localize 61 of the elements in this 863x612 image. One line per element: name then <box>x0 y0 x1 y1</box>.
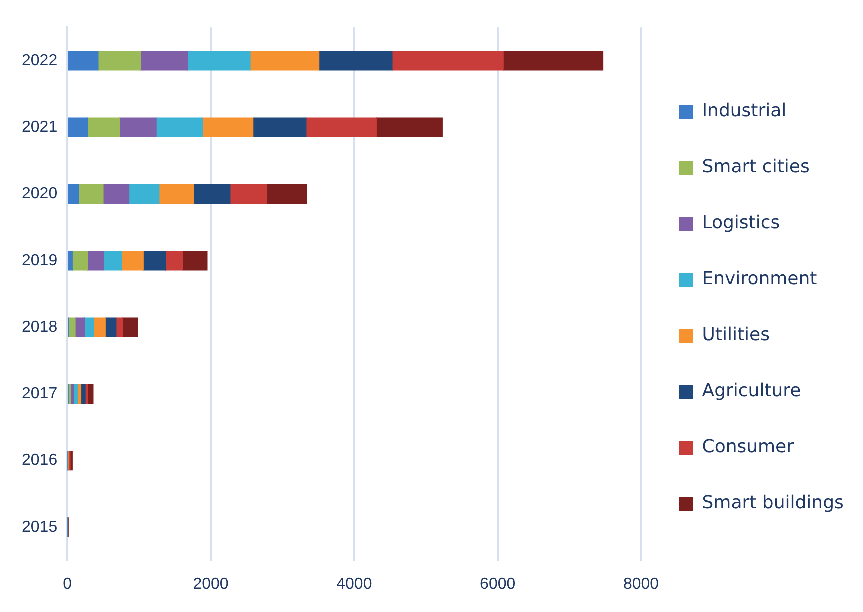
x-tick-label: 4000 <box>336 576 372 593</box>
bar <box>87 251 104 271</box>
bar <box>75 318 86 338</box>
bar <box>72 251 88 271</box>
bar <box>376 118 443 138</box>
x-tick-label: 8000 <box>623 576 660 593</box>
bar <box>80 384 86 404</box>
y-tick-label: 2017 <box>22 386 58 403</box>
bar <box>103 184 130 204</box>
y-tick-label: 2016 <box>22 452 58 470</box>
y-tick-label: 2019 <box>22 252 58 270</box>
bar <box>250 51 320 71</box>
bar <box>140 51 188 71</box>
bar <box>156 118 204 138</box>
legend-label: Smart buildings <box>702 492 844 514</box>
legend-label: Agriculture <box>702 380 802 402</box>
bar <box>193 184 231 204</box>
x-tick-label: 2000 <box>193 576 229 593</box>
legend-label: Environment <box>702 268 818 290</box>
bar <box>120 118 157 138</box>
bar <box>188 51 251 71</box>
bar <box>503 51 604 71</box>
bar <box>306 118 377 138</box>
x-tick-label: 6000 <box>480 576 516 593</box>
bar <box>87 118 120 138</box>
bar <box>122 318 138 338</box>
bar <box>159 184 194 204</box>
y-tick-label: 2018 <box>22 318 58 336</box>
bar <box>68 51 99 71</box>
y-tick-label: 2021 <box>22 118 58 136</box>
bar <box>105 318 117 338</box>
bar <box>230 184 268 204</box>
bar <box>166 251 184 271</box>
bar <box>68 184 80 204</box>
bar <box>182 251 208 271</box>
bar <box>266 184 308 204</box>
bar <box>143 251 166 271</box>
bar <box>104 251 122 271</box>
legend-label: Utilities <box>702 324 770 346</box>
bar <box>128 184 160 204</box>
bar <box>98 51 142 71</box>
bar <box>94 318 106 338</box>
bar <box>202 118 254 138</box>
legend-label: Industrial <box>702 100 787 122</box>
bar <box>318 51 393 71</box>
bar <box>122 251 144 271</box>
y-tick-label: 2022 <box>22 52 58 70</box>
legend-label: Consumer <box>702 436 795 458</box>
x-tick-label: 0 <box>63 576 72 593</box>
bar <box>252 118 307 138</box>
y-tick-label: 2020 <box>22 186 58 203</box>
y-tick-label: 2015 <box>22 518 58 536</box>
bar <box>84 318 94 338</box>
bar <box>78 184 104 204</box>
bar <box>68 318 76 338</box>
bar <box>68 251 73 271</box>
bar <box>116 318 124 338</box>
legend-label: Smart cities <box>702 156 810 178</box>
bar <box>68 118 88 138</box>
bar <box>392 51 504 71</box>
legend-label: Logistics <box>702 212 780 234</box>
